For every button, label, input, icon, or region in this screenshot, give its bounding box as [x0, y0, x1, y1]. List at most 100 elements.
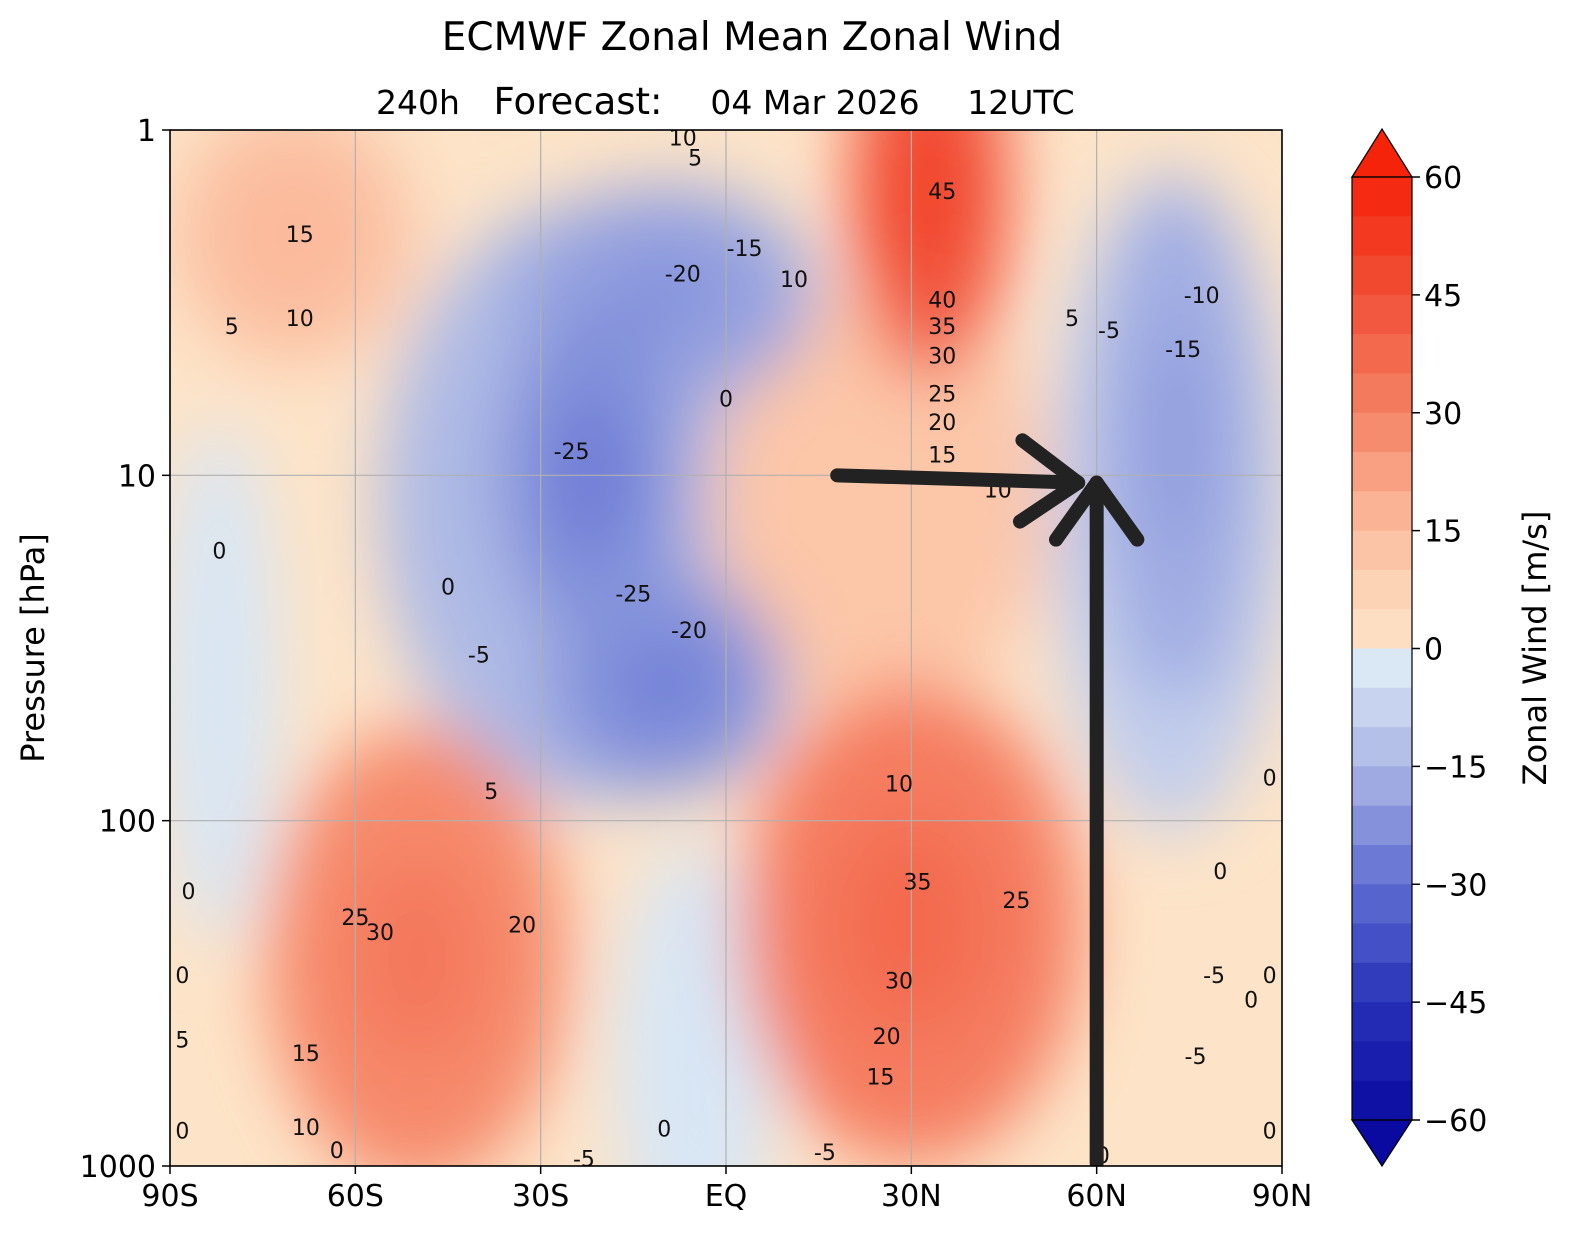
- contour-label: 10: [292, 1116, 320, 1141]
- broad-westerly-region: [710, 292, 1051, 713]
- colorbar-label: Zonal Wind [m/s]: [1516, 511, 1554, 786]
- colorbar-segment: [1352, 648, 1412, 689]
- contour-label: -20: [665, 262, 701, 287]
- arrow-head: [1012, 475, 1086, 529]
- tropical-surface-region: [615, 842, 776, 1166]
- contour-label: 0: [719, 388, 733, 413]
- subtitle-time: 12UTC: [967, 83, 1074, 122]
- wind-field: [170, 130, 1282, 1166]
- colorbar-segment: [1352, 569, 1412, 610]
- wind-core-polar-easterlies: [1140, 324, 1213, 559]
- x-tick-label: 60N: [1066, 1179, 1127, 1214]
- colorbar-segment: [1352, 452, 1412, 492]
- plot-area: 151050105-20-15100-25-25-200-55454035302…: [170, 130, 1282, 1172]
- contour-label: 5: [484, 780, 498, 805]
- contour-label: -5: [1098, 319, 1120, 344]
- contour-label: 0: [330, 1139, 344, 1164]
- contour-label: 20: [873, 1025, 901, 1050]
- annotation-arrows: [830, 433, 1145, 1166]
- colorbar-tick-label: 30: [1424, 397, 1462, 432]
- x-axis: 90S 60S 30S EQ 30N 60N 90N: [141, 1166, 1312, 1214]
- contour-label: 0: [212, 539, 226, 564]
- contour-label: 0: [175, 1120, 189, 1145]
- colorbar-segment: [1352, 294, 1412, 335]
- contour-label: 35: [904, 870, 932, 895]
- contour-label: 25: [928, 383, 956, 408]
- contour-label: -15: [727, 237, 763, 262]
- colorbar-segment: [1352, 766, 1412, 807]
- contour-label: 20: [928, 411, 956, 436]
- contour-label: 0: [441, 576, 455, 601]
- x-tick-label: 60S: [327, 1179, 384, 1214]
- colorbar-segment: [1352, 1080, 1412, 1121]
- contour-label: 15: [292, 1042, 320, 1067]
- south-pole-region: [170, 423, 280, 944]
- wind-core-tropical-easterlies-upper: [596, 245, 732, 345]
- colorbar-tick-label: −30: [1424, 868, 1487, 903]
- x-tick-label: 30N: [881, 1179, 942, 1214]
- colorbar-segment: [1352, 884, 1412, 925]
- colorbar-tick-label: 15: [1424, 515, 1462, 550]
- contour-label: 0: [1263, 767, 1277, 792]
- subtitle-lead: 240h: [376, 83, 460, 122]
- colorbar: 60 45 30 15 0 −15 −30 −45 −60: [1350, 127, 1487, 1168]
- contour-label: 40: [928, 289, 956, 314]
- colorbar-segment: [1352, 1041, 1412, 1082]
- y-tick-label: 100: [99, 805, 156, 840]
- contour-label: 0: [1263, 964, 1277, 989]
- contour-label: -5: [1185, 1045, 1207, 1070]
- x-tick-label: 90N: [1252, 1179, 1313, 1214]
- contour-label: 10: [286, 307, 314, 332]
- subtitle-label: Forecast:: [493, 80, 662, 123]
- subtitle-date: 04 Mar 2026: [710, 83, 919, 122]
- colorbar-segment: [1352, 334, 1412, 375]
- colorbar-segment: [1352, 962, 1412, 1003]
- contour-label: -15: [1165, 338, 1201, 363]
- colorbar-segment: [1352, 255, 1412, 296]
- colorbar-segment: [1352, 412, 1412, 453]
- contour-label: 0: [1213, 860, 1227, 885]
- contour-label: -25: [615, 583, 651, 608]
- colorbar-tick-label: −60: [1424, 1104, 1487, 1139]
- colorbar-extend-min: [1350, 1119, 1414, 1168]
- contour-label: 20: [508, 914, 536, 939]
- arrow-head: [1015, 433, 1086, 490]
- wind-core-tropical-easterlies-lower: [610, 633, 719, 733]
- x-tick-label: 90S: [141, 1179, 198, 1214]
- contour-label: -25: [554, 440, 590, 465]
- contour-label: 35: [928, 315, 956, 340]
- colorbar-segment: [1352, 491, 1412, 532]
- y-tick-label: 10: [118, 459, 156, 494]
- colorbar-segment: [1352, 1002, 1412, 1043]
- contour-label: 0: [657, 1118, 671, 1143]
- x-tick-label: EQ: [705, 1179, 748, 1214]
- annotation-arrow: [1048, 475, 1145, 1166]
- contour-label: 15: [286, 223, 314, 248]
- wind-core-southern-tropospheric-jet: [349, 854, 485, 1062]
- colorbar-segment: [1352, 844, 1412, 885]
- y-tick-label: 1000: [80, 1150, 156, 1185]
- y-tick-label: 1: [137, 114, 156, 149]
- colorbar-tick-label: −15: [1424, 750, 1487, 785]
- colorbar-segment: [1352, 216, 1412, 257]
- contour-label: -5: [814, 1141, 836, 1166]
- contour-label: 30: [366, 921, 394, 946]
- contour-label: 0: [1244, 989, 1258, 1014]
- colorbar-segment: [1352, 727, 1412, 767]
- contour-label: 5: [1065, 307, 1079, 332]
- colorbar-segment: [1352, 373, 1412, 414]
- colorbar-tick-label: 60: [1424, 161, 1462, 196]
- colorbar-tick-label: 45: [1424, 279, 1462, 314]
- chart-subtitle: 240h Forecast: 04 Mar 2026 12UTC: [376, 80, 1075, 123]
- contour-label: 0: [175, 964, 189, 989]
- contour-label: 5: [225, 315, 239, 340]
- contour-label: 15: [866, 1065, 894, 1090]
- contour-label: 10: [780, 268, 808, 293]
- contour-label: -20: [671, 619, 707, 644]
- colorbar-segment: [1352, 687, 1412, 728]
- colorbar-extend-max: [1350, 127, 1414, 178]
- contour-label: -5: [573, 1147, 595, 1172]
- contour-label: 30: [928, 345, 956, 370]
- colorbar-segment: [1352, 609, 1412, 650]
